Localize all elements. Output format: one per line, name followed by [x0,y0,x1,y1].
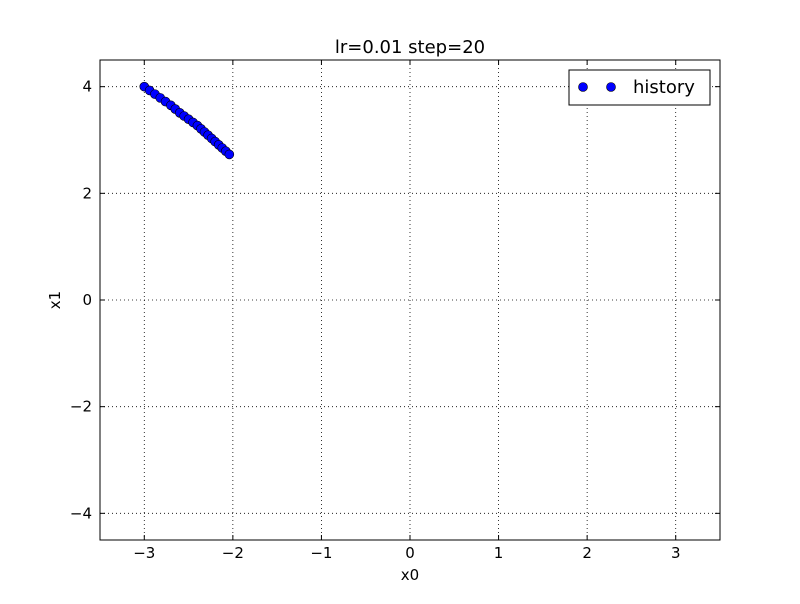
x-tick-label: 2 [582,544,592,562]
x-tick-label: −2 [222,544,244,562]
ticks-layer: −3 −2 −1 0 1 2 3 −4 −2 0 2 4 [70,60,720,562]
points-layer [139,81,235,160]
legend: history [568,69,711,106]
x-tick-label: −3 [133,544,155,562]
legend-marker-left [578,82,588,92]
history-point [224,149,235,160]
x-tick-label: 1 [494,544,504,562]
x-tick-label: 3 [671,544,681,562]
chart-title: lr=0.01 step=20 [335,37,485,58]
y-tick-label: −2 [70,398,92,416]
y-tick-label: 2 [82,184,92,202]
y-tick-label: −4 [70,504,92,522]
grid-layer [100,60,720,540]
y-tick-label: 0 [82,291,92,309]
legend-box [568,69,711,106]
y-axis-label: x1 [46,291,64,309]
legend-marker-right [606,82,616,92]
x-tick-label: 0 [405,544,415,562]
x-axis-label: x0 [401,566,419,584]
x-tick-label: −1 [310,544,332,562]
y-tick-label: 4 [82,78,92,96]
legend-label-history: history [633,77,695,98]
